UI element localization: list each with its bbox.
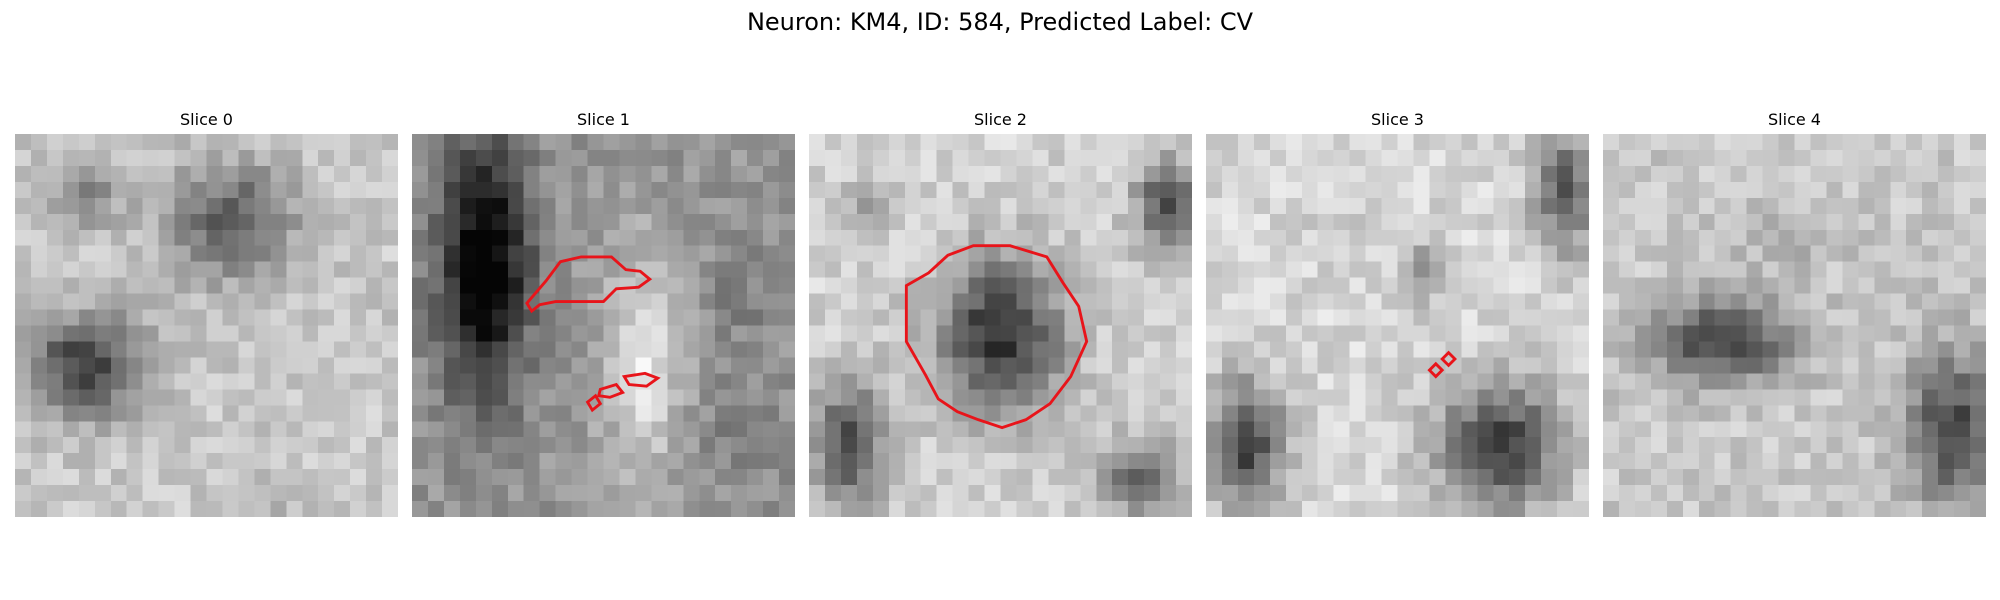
segmentation-contour: [904, 244, 1089, 430]
slice-title: Slice 4: [1768, 110, 1821, 129]
slice-image: [15, 134, 398, 517]
slice-panel-1: Slice 1: [412, 110, 795, 517]
slice-panel-2: Slice 2: [809, 110, 1192, 517]
segmentation-contour: [596, 382, 626, 399]
slice-title: Slice 1: [577, 110, 630, 129]
slice-image: [412, 134, 795, 517]
figure-title: Neuron: KM4, ID: 584, Predicted Label: C…: [746, 8, 1254, 36]
slice-title: Slice 0: [180, 110, 233, 129]
segmentation-contour: [525, 255, 653, 314]
slice-title: Slice 3: [1371, 110, 1424, 129]
segmentation-contour: [585, 393, 603, 413]
slice-image: [1206, 134, 1589, 517]
segmentation-contour: [1440, 350, 1457, 368]
slice-panel-3: Slice 3: [1206, 110, 1589, 517]
slice-title: Slice 2: [974, 110, 1027, 129]
slice-panel-4: Slice 4: [1603, 110, 1986, 517]
slice-image: [1603, 134, 1986, 517]
segmentation-contour: [1427, 361, 1445, 379]
slice-panel-0: Slice 0: [15, 110, 398, 517]
segmentation-contour: [621, 371, 661, 388]
slice-image: [809, 134, 1192, 517]
